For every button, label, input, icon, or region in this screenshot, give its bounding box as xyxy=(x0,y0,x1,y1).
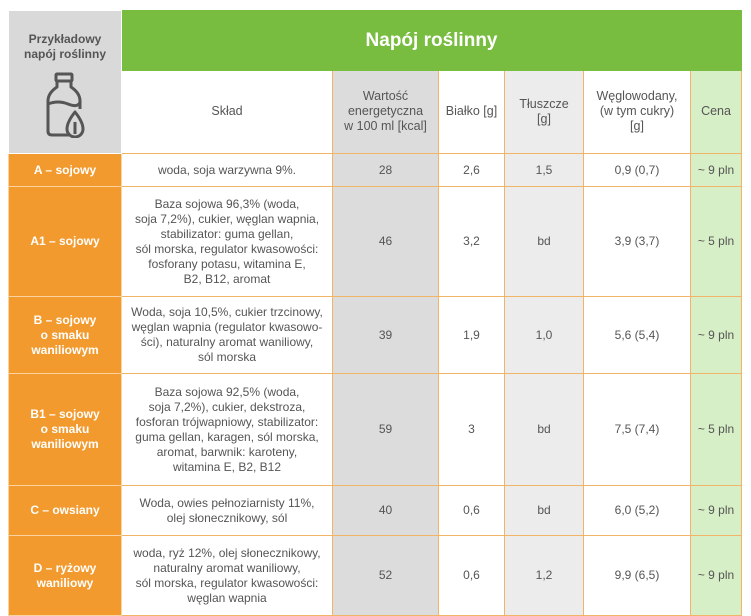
row-label: D – ryżowy waniliowy xyxy=(8,535,122,616)
cell-fat: 1,5 xyxy=(504,153,584,187)
cell-price: ~ 5 pln xyxy=(689,186,743,297)
cell-protein: 0,6 xyxy=(438,535,505,616)
cell-sklad: Woda, owies pełnoziarnisty 11%, olej sło… xyxy=(121,485,333,536)
row-label: B – sojowy o smaku waniliowym xyxy=(8,296,122,374)
header-energy: Wartość energetyczna w 100 ml [kcal] xyxy=(332,69,439,155)
cell-sklad: Baza sojowa 96,3% (woda, soja 7,2%), cuk… xyxy=(121,186,333,297)
corner-header: Przykładowy napój roślinny xyxy=(8,10,122,154)
cell-protein: 1,9 xyxy=(438,296,505,374)
table-row: A1 – sojowy Baza sojowa 96,3% (woda, soj… xyxy=(8,186,743,297)
cell-carbs: 9,9 (6,5) xyxy=(583,535,691,616)
table-row: B1 – sojowy o smaku waniliowym Baza sojo… xyxy=(8,373,743,486)
cell-protein: 3 xyxy=(438,373,505,486)
cell-fat: bd xyxy=(504,373,584,486)
cell-energy: 40 xyxy=(332,485,439,536)
table-row: C – owsiany Woda, owies pełnoziarnisty 1… xyxy=(8,485,743,536)
row-label: A – sojowy xyxy=(8,153,122,187)
cell-fat: 1,0 xyxy=(504,296,584,374)
table-row: D – ryżowy waniliowy woda, ryż 12%, olej… xyxy=(8,535,743,616)
nutrition-table: Przykładowy napój roślinny Napój roślinn… xyxy=(8,10,743,616)
cell-energy: 28 xyxy=(332,153,439,187)
cell-sklad: Woda, soja 10,5%, cukier trzcinowy, węgl… xyxy=(121,296,333,374)
row-label: A1 – sojowy xyxy=(8,186,122,297)
cell-price: ~ 9 pln xyxy=(689,296,743,374)
header-protein: Białko [g] xyxy=(438,69,505,155)
cell-price: ~ 9 pln xyxy=(689,535,743,616)
header-carbs: Węglowodany, (w tym cukry) [g] xyxy=(583,69,691,155)
cell-fat: 1,2 xyxy=(504,535,584,616)
cell-sklad: Baza sojowa 92,5% (woda, soja 7,2%), cuk… xyxy=(121,373,333,486)
row-label: B1 – sojowy o smaku waniliowym xyxy=(8,373,122,486)
cell-carbs: 3,9 (3,7) xyxy=(583,186,691,297)
header-fat: Tłuszcze [g] xyxy=(504,69,584,155)
cell-energy: 46 xyxy=(332,186,439,297)
cell-protein: 3,2 xyxy=(438,186,505,297)
row-label: C – owsiany xyxy=(8,485,122,536)
cell-energy: 52 xyxy=(332,535,439,616)
corner-label: Przykładowy napój roślinny xyxy=(23,32,106,61)
cell-protein: 2,6 xyxy=(438,153,505,187)
cell-carbs: 5,6 (5,4) xyxy=(583,296,691,374)
cell-energy: 39 xyxy=(332,296,439,374)
cell-sklad: woda, soja warzywna 9%. xyxy=(121,153,333,187)
header-price: Cena xyxy=(689,69,743,155)
cell-price: ~ 5 pln xyxy=(689,373,743,486)
table-row: A – sojowy woda, soja warzywna 9%. 28 2,… xyxy=(8,153,743,187)
header-sklad: Skład xyxy=(121,69,333,155)
cell-sklad: woda, ryż 12%, olej słonecznikowy, natur… xyxy=(121,535,333,616)
cell-carbs: 7,5 (7,4) xyxy=(583,373,691,486)
cell-carbs: 6,0 (5,2) xyxy=(583,485,691,536)
table-title: Napój roślinny xyxy=(120,10,743,71)
plant-milk-bottle-icon xyxy=(46,72,85,138)
cell-fat: bd xyxy=(504,485,584,536)
cell-price: ~ 9 pln xyxy=(689,485,743,536)
cell-carbs: 0,9 (0,7) xyxy=(583,153,691,187)
cell-fat: bd xyxy=(504,186,584,297)
cell-protein: 0,6 xyxy=(438,485,505,536)
cell-price: ~ 9 pln xyxy=(689,153,743,187)
cell-energy: 59 xyxy=(332,373,439,486)
table-row: B – sojowy o smaku waniliowym Woda, soja… xyxy=(8,296,743,374)
